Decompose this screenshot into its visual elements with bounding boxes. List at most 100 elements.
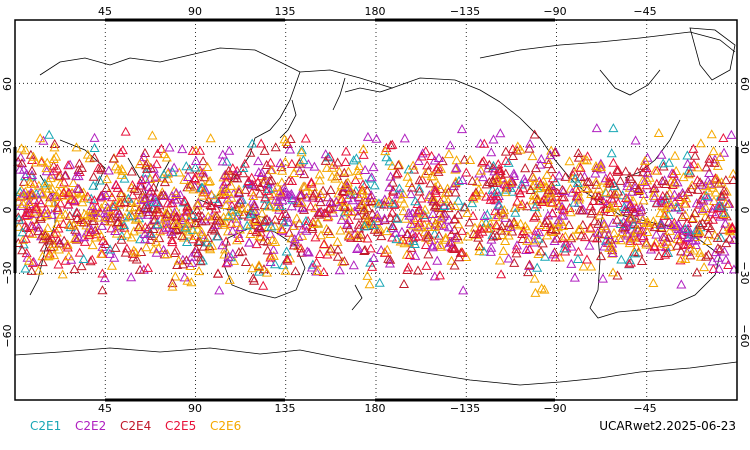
observation-marker <box>572 253 583 263</box>
observation-marker <box>479 138 490 148</box>
observation-marker <box>249 201 260 211</box>
observation-marker <box>286 158 297 168</box>
observation-marker <box>270 214 281 224</box>
observation-marker <box>48 166 59 176</box>
observation-marker <box>369 180 380 190</box>
observation-marker <box>651 198 662 208</box>
observation-marker <box>669 189 680 199</box>
observation-marker <box>459 202 470 212</box>
observation-marker <box>339 256 350 266</box>
observation-marker <box>703 185 714 195</box>
observation-marker <box>223 251 234 261</box>
observation-marker <box>52 191 63 202</box>
observation-marker <box>609 180 620 191</box>
observation-marker <box>484 176 495 186</box>
observation-marker <box>59 177 70 187</box>
observation-marker <box>265 157 276 167</box>
observation-marker <box>296 247 307 257</box>
observation-marker <box>607 247 619 258</box>
observation-marker <box>515 144 526 154</box>
observation-marker <box>690 150 701 160</box>
observation-marker <box>608 177 619 188</box>
observation-marker <box>679 198 690 208</box>
observation-marker <box>13 214 24 224</box>
observation-marker <box>254 188 265 198</box>
observation-marker <box>721 238 732 248</box>
observation-marker <box>379 213 390 223</box>
legend: C2E1 C2E2 C2E4 C2E5 C2E6 <box>30 419 241 433</box>
observation-marker <box>676 279 687 289</box>
observation-marker <box>579 232 591 242</box>
observation-marker <box>182 221 193 231</box>
observation-marker <box>231 217 242 227</box>
observation-marker <box>586 261 597 271</box>
observation-marker <box>453 219 464 229</box>
observation-marker <box>500 235 511 245</box>
observation-marker <box>314 175 325 185</box>
observation-marker <box>681 246 692 256</box>
observation-marker <box>384 182 395 192</box>
observation-marker <box>658 158 669 168</box>
observation-marker <box>412 198 423 209</box>
observation-marker <box>221 199 232 209</box>
observation-marker <box>125 209 136 220</box>
observation-marker <box>488 134 499 144</box>
observation-marker <box>507 176 518 186</box>
observation-marker <box>100 190 111 200</box>
observation-marker <box>158 224 169 234</box>
observation-marker <box>560 171 571 181</box>
observation-marker <box>558 192 570 202</box>
observation-marker <box>486 242 497 252</box>
observation-marker <box>196 216 207 226</box>
observation-marker <box>162 173 173 183</box>
observation-marker <box>604 176 615 186</box>
observation-marker <box>229 172 240 182</box>
observation-marker <box>339 202 350 212</box>
observation-marker <box>101 174 112 184</box>
observation-marker <box>239 158 250 168</box>
product-caption: UCARwet2.2025-06-23 <box>599 419 736 433</box>
observation-marker <box>503 157 514 167</box>
observation-marker <box>557 201 568 211</box>
observation-marker <box>405 189 416 199</box>
observation-marker <box>353 170 364 180</box>
observation-marker <box>352 165 363 175</box>
bottom-tick-label: 180 <box>365 402 386 415</box>
observation-marker <box>376 244 387 255</box>
observation-marker <box>394 183 405 193</box>
observation-marker <box>332 251 343 261</box>
observation-marker <box>712 160 723 170</box>
observation-marker <box>221 176 232 186</box>
observation-marker <box>495 128 506 138</box>
observation-marker <box>543 184 554 194</box>
observation-marker <box>47 183 58 194</box>
observation-marker <box>63 199 74 209</box>
observation-marker <box>580 183 591 193</box>
observation-marker <box>357 198 368 208</box>
observation-marker <box>255 223 266 233</box>
legend-item-c2e4: C2E4 <box>120 419 151 433</box>
observation-marker <box>133 222 144 232</box>
observation-marker <box>145 173 156 183</box>
observation-marker <box>167 237 178 247</box>
observation-marker <box>425 178 436 188</box>
observation-marker <box>650 165 661 175</box>
observation-marker <box>134 159 145 169</box>
observation-marker <box>269 220 280 230</box>
observation-marker <box>71 234 82 244</box>
observation-marker <box>674 235 685 245</box>
observation-marker <box>158 169 169 179</box>
observation-marker <box>666 176 677 186</box>
observation-marker <box>688 143 699 153</box>
observation-marker <box>413 155 424 166</box>
coastline-north-asia <box>39 47 394 93</box>
observation-marker <box>110 225 121 235</box>
observation-marker <box>53 244 65 254</box>
left-tick-label: 30 <box>1 140 14 154</box>
observation-marker <box>408 160 419 170</box>
observation-marker <box>426 171 437 181</box>
observation-marker <box>17 245 28 255</box>
observation-marker <box>28 214 40 224</box>
observation-marker <box>387 232 398 242</box>
observation-marker <box>656 219 667 229</box>
